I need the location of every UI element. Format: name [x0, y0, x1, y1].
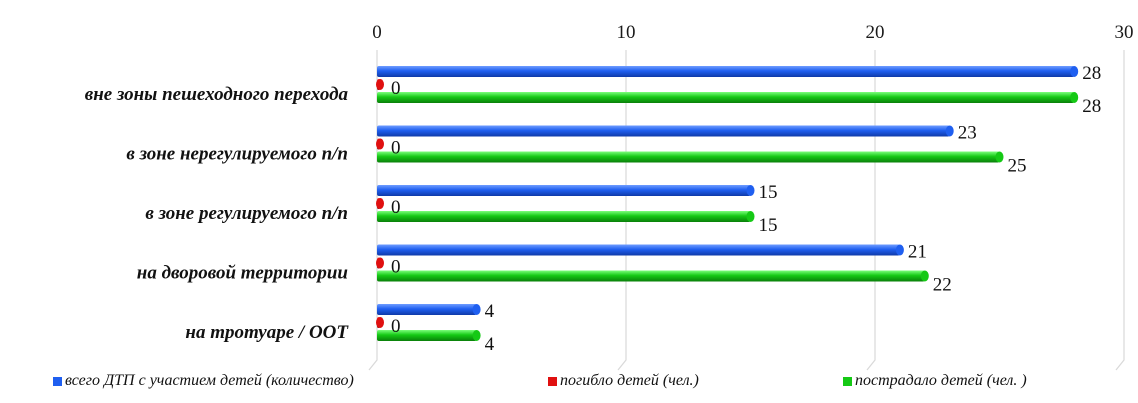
data-label: 4 [485, 334, 495, 355]
bar [377, 304, 477, 315]
data-label: 0 [391, 257, 401, 278]
data-label: 28 [1082, 63, 1101, 84]
legend-swatch [548, 376, 557, 386]
category-label: вне зоны пешеходного перехода [85, 84, 349, 105]
data-label: 25 [1008, 156, 1027, 177]
bar [377, 151, 1000, 163]
legend-item: всего ДТП с участием детей (количество) [53, 372, 354, 390]
legend-label: всего ДТП с участием детей (количество) [65, 372, 354, 389]
bar-end-cap [895, 244, 904, 256]
data-label: 15 [759, 215, 778, 236]
gridline [1115, 50, 1125, 371]
data-label: 28 [1082, 96, 1101, 117]
x-tick-label: 30 [1115, 22, 1134, 43]
bar-end-cap [746, 211, 755, 222]
bar-end-cap [945, 125, 954, 137]
data-label: 0 [391, 138, 401, 159]
bar [377, 92, 1075, 103]
bars [376, 66, 1079, 341]
chart: 0 10 20 30 вне зоны пешеходного перехода в з… [85, 22, 1134, 371]
data-label: 0 [391, 316, 401, 337]
legend-swatch [843, 376, 852, 386]
category-labels: вне зоны пешеходного перехода в зоне нере… [85, 84, 350, 343]
bar [377, 125, 950, 137]
bar-end-cap [1070, 66, 1079, 77]
bar [377, 330, 477, 341]
data-label: 15 [759, 182, 778, 203]
data-label: 0 [391, 78, 401, 99]
legend-label: погибло детей (чел.) [560, 372, 699, 389]
bar-end-cap [376, 257, 384, 269]
x-axis-ticks: 0 10 20 30 [372, 22, 1133, 43]
category-label: в зоне регулируемого п/п [145, 203, 348, 224]
category-label: в зоне нерегулируемого п/п [126, 144, 348, 165]
bar-end-cap [920, 270, 929, 282]
bar-end-cap [472, 330, 481, 341]
bar-end-cap [376, 317, 384, 328]
bar [377, 185, 751, 196]
category-label: на тротуаре / ООТ [185, 322, 349, 343]
bar-end-cap [1070, 92, 1079, 103]
bar [377, 270, 925, 282]
legend-swatch [53, 376, 62, 386]
legend-item: погибло детей (чел.) [548, 372, 699, 390]
x-tick-label: 0 [372, 22, 382, 43]
bar-end-cap [376, 198, 384, 209]
data-label: 4 [485, 301, 495, 322]
bar [377, 244, 900, 256]
bar-end-cap [746, 185, 755, 196]
gridline [368, 50, 378, 371]
bar-end-cap [376, 138, 384, 150]
data-label: 21 [908, 242, 927, 263]
data-label: 23 [958, 123, 977, 144]
legend: всего ДТП с участием детей (количество) п… [0, 372, 1138, 398]
legend-label: пострадало детей (чел. ) [855, 372, 1027, 389]
x-tick-label: 10 [617, 22, 636, 43]
data-label: 22 [933, 275, 952, 296]
category-label: на дворовой территории [137, 263, 348, 284]
bar [377, 211, 751, 222]
x-tick-label: 20 [866, 22, 885, 43]
data-label: 0 [391, 197, 401, 218]
bar-end-cap [995, 151, 1004, 163]
data-labels: 28 23 15 21 4 0 0 0 0 0 28 25 15 22 4 [391, 63, 1101, 355]
bar-end-cap [472, 304, 481, 315]
bar [377, 66, 1075, 77]
legend-item: пострадало детей (чел. ) [843, 372, 1027, 390]
bar-end-cap [376, 79, 384, 90]
